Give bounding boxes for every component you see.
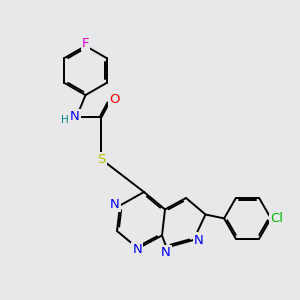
Text: Cl: Cl: [270, 212, 283, 225]
Text: O: O: [109, 93, 119, 106]
Text: N: N: [70, 110, 80, 123]
Text: N: N: [133, 243, 142, 256]
Text: N: N: [161, 246, 171, 260]
Text: S: S: [97, 153, 106, 166]
Text: F: F: [82, 37, 89, 50]
Text: N: N: [194, 233, 204, 247]
Text: H: H: [61, 115, 69, 125]
Text: N: N: [110, 198, 119, 211]
